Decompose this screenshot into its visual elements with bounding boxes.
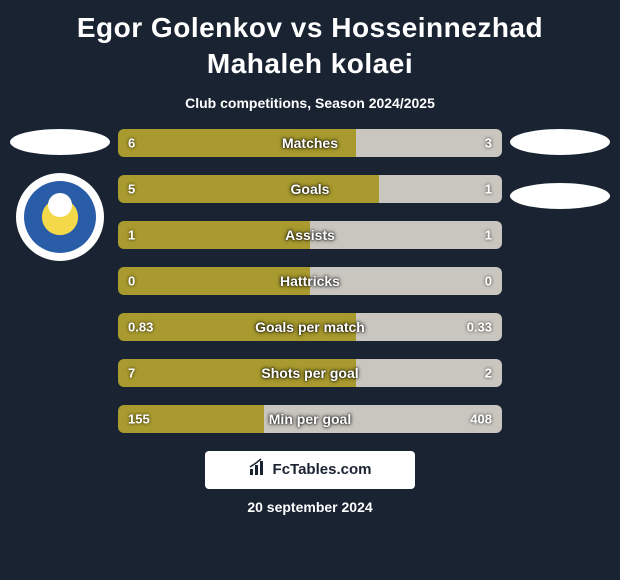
chart-icon [249, 458, 267, 481]
club-crest-left [16, 173, 104, 261]
stat-value-right: 1 [485, 227, 492, 242]
stat-value-left: 7 [128, 365, 135, 380]
stat-value-left: 1 [128, 227, 135, 242]
stat-value-left: 155 [128, 411, 150, 426]
bar-right [356, 359, 502, 387]
stat-value-left: 0 [128, 273, 135, 288]
stat-label: Min per goal [269, 411, 351, 427]
stat-value-right: 3 [485, 135, 492, 150]
stat-value-left: 6 [128, 135, 135, 150]
stat-row: Goals 5 1 [118, 175, 502, 203]
site-badge: FcTables.com [205, 451, 415, 489]
stat-row: Shots per goal 7 2 [118, 359, 502, 387]
stat-value-right: 0 [485, 273, 492, 288]
footer-date: 20 september 2024 [0, 499, 620, 515]
stat-row: Assists 1 1 [118, 221, 502, 249]
comparison-title: Egor Golenkov vs Hosseinnezhad Mahaleh k… [0, 0, 620, 83]
stat-label: Assists [285, 227, 335, 243]
player-photo-placeholder-right-1 [510, 129, 610, 155]
player-photo-placeholder-right-2 [510, 183, 610, 209]
bar-left [118, 175, 379, 203]
site-name: FcTables.com [273, 461, 372, 478]
stat-value-right: 1 [485, 181, 492, 196]
stat-value-left: 0.83 [128, 319, 153, 334]
stat-label: Hattricks [280, 273, 340, 289]
stat-value-right: 2 [485, 365, 492, 380]
comparison-subtitle: Club competitions, Season 2024/2025 [0, 95, 620, 111]
player-photo-placeholder-left [10, 129, 110, 155]
stat-row: Min per goal 155 408 [118, 405, 502, 433]
ball-icon [48, 193, 72, 217]
stat-label: Goals per match [255, 319, 365, 335]
stat-row: Matches 6 3 [118, 129, 502, 157]
club-crest-graphic [24, 181, 96, 253]
stat-value-right: 0.33 [467, 319, 492, 334]
bar-left [118, 221, 310, 249]
stats-bars: Matches 6 3 Goals 5 1 Assists 1 1 Hattricks 0 0 Goal… [118, 129, 502, 433]
stat-value-right: 408 [470, 411, 492, 426]
bar-right [310, 221, 502, 249]
stat-value-left: 5 [128, 181, 135, 196]
left-player-col [10, 129, 110, 261]
stat-label: Goals [291, 181, 330, 197]
stat-row: Hattricks 0 0 [118, 267, 502, 295]
stat-row: Goals per match 0.83 0.33 [118, 313, 502, 341]
comparison-content: Matches 6 3 Goals 5 1 Assists 1 1 Hattricks 0 0 Goal… [0, 129, 620, 433]
right-player-col [510, 129, 610, 209]
bar-right [356, 129, 502, 157]
stat-label: Matches [282, 135, 338, 151]
stat-label: Shots per goal [261, 365, 358, 381]
bar-right [379, 175, 502, 203]
